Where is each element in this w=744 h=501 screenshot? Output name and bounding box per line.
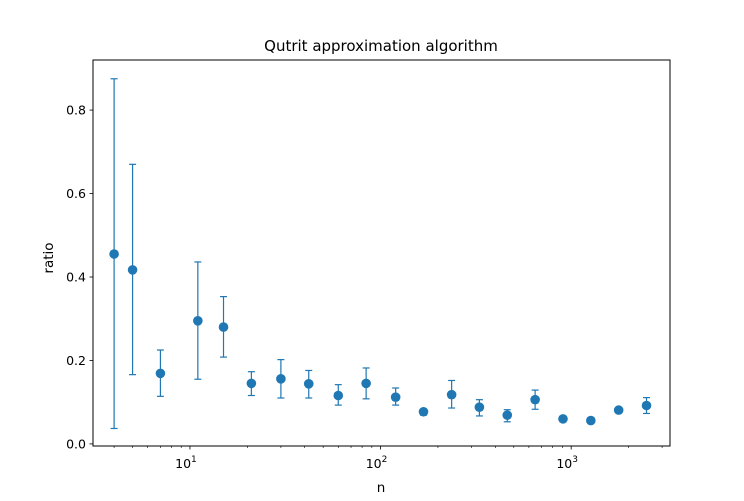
y-tick-label: 0.4 [66,269,86,284]
chart-title: Qutrit approximation algorithm [264,37,498,55]
data-point [502,410,513,420]
data-point [246,378,257,389]
data-point [109,249,119,259]
data-point [613,405,624,415]
data-point [586,415,596,426]
plot-frame [92,59,671,447]
data-point [641,400,652,411]
x-axis-label: n [377,480,386,496]
data-point [390,392,401,402]
y-tick-label: 0.0 [66,436,86,451]
data-point [474,402,485,412]
x-tick-label: 101 [175,455,197,471]
plot-area: 0.0 0.2 0.4 0.6 0.8 101 102 103 [66,59,671,471]
data-point [218,322,229,332]
data-point [446,389,457,400]
data-point [418,406,429,417]
data-point [361,378,371,389]
x-tick-label: 102 [366,455,388,471]
data-point [276,374,286,384]
y-tick-label: 0.2 [66,353,86,368]
data-point [333,390,344,401]
data-point [558,414,568,424]
data-point [155,368,166,379]
data-point [530,394,540,405]
y-tick-label: 0.6 [66,186,86,201]
data-point [193,316,203,326]
x-tick-label: 103 [556,455,578,471]
data-point [127,265,138,275]
y-axis-label: ratio [41,242,57,273]
data-point [303,379,314,389]
y-tick-label: 0.8 [66,103,86,118]
